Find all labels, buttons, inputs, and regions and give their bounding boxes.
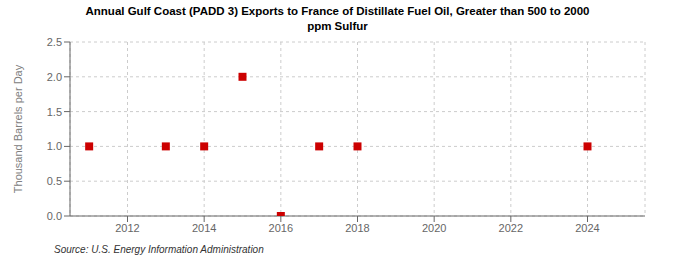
- svg-text:2018: 2018: [345, 222, 369, 234]
- svg-text:2020: 2020: [422, 222, 446, 234]
- html-text:Annual Gulf Coast (PADD 3) Exp: Annual Gulf Coast (PADD 3) Exports to Fr…: [85, 5, 590, 17]
- svg-text:2014: 2014: [192, 222, 216, 234]
- svg-text:1.5: 1.5: [47, 106, 62, 118]
- svg-text:2.5: 2.5: [47, 36, 62, 48]
- svg-text:2.0: 2.0: [47, 71, 62, 83]
- svg-text:Thousand Barrels per Day: Thousand Barrels per Day: [12, 64, 24, 193]
- svg-text:2012: 2012: [115, 222, 139, 234]
- svg-text:2016: 2016: [269, 222, 293, 234]
- html-text:ppm Sulfur: ppm Sulfur: [307, 20, 368, 32]
- html-text:Source: U.S. Energy Informatio: Source: U.S. Energy Information Administ…: [54, 244, 264, 255]
- svg-text:0.5: 0.5: [47, 175, 62, 187]
- svg-text:2024: 2024: [575, 222, 599, 234]
- svg-text:2022: 2022: [499, 222, 523, 234]
- svg-text:0.0: 0.0: [47, 210, 62, 222]
- svg-text:1.0: 1.0: [47, 140, 62, 152]
